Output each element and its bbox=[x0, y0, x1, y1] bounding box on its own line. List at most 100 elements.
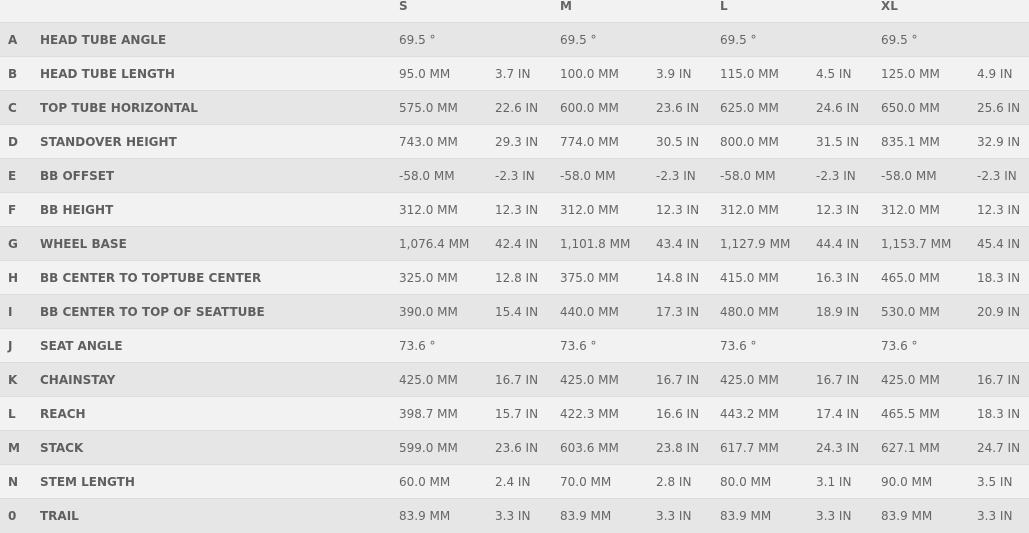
value-in bbox=[487, 329, 552, 363]
value-in: 16.7 IN bbox=[977, 372, 1021, 387]
measurement-name: REACH bbox=[40, 406, 86, 421]
value-in: 3.3 IN bbox=[977, 508, 1013, 523]
value-mm: 73.6 ° bbox=[720, 338, 757, 353]
table-row: D STANDOVER HEIGHT 743.0 MM 29.3 IN 774.0 MM… bbox=[0, 124, 1029, 159]
table-row: K CHAINSTAY 425.0 MM 16.7 IN 425.0 MM 16.7 IN… bbox=[0, 362, 1029, 397]
row-letter: K bbox=[8, 372, 18, 387]
measurement-name: BB HEIGHT bbox=[40, 202, 114, 217]
measurement-name: HEAD TUBE LENGTH bbox=[40, 66, 175, 81]
value-mm: 743.0 MM bbox=[399, 134, 458, 149]
value-mm: 73.6 ° bbox=[560, 338, 597, 353]
value-mm: 312.0 MM bbox=[881, 202, 940, 217]
row-letter: H bbox=[8, 270, 19, 285]
measurement-name: STACK bbox=[40, 440, 84, 455]
value-in bbox=[808, 23, 873, 57]
value-mm: 603.6 MM bbox=[560, 440, 619, 455]
value-mm: -58.0 MM bbox=[881, 168, 937, 183]
value-in: 20.9 IN bbox=[977, 304, 1021, 319]
value-mm: 83.9 MM bbox=[720, 508, 772, 523]
row-letter: M bbox=[8, 440, 20, 455]
value-mm: 425.0 MM bbox=[720, 372, 779, 387]
value-mm: 83.9 MM bbox=[560, 508, 612, 523]
row-letter: J bbox=[8, 338, 13, 353]
value-mm: 69.5 ° bbox=[399, 32, 436, 47]
value-mm: 125.0 MM bbox=[881, 66, 940, 81]
row-letter: D bbox=[8, 134, 18, 149]
value-in: 17.3 IN bbox=[656, 304, 700, 319]
value-in: 29.3 IN bbox=[495, 134, 539, 149]
value-in: 12.3 IN bbox=[816, 202, 860, 217]
value-mm: 465.5 MM bbox=[881, 406, 940, 421]
value-in: -2.3 IN bbox=[977, 168, 1017, 183]
value-in: 18.3 IN bbox=[977, 406, 1021, 421]
value-in bbox=[648, 23, 712, 57]
measurement-name: TOP TUBE HORIZONTAL bbox=[40, 100, 198, 115]
value-in: 15.4 IN bbox=[495, 304, 539, 319]
value-in: 15.7 IN bbox=[495, 406, 539, 421]
value-in: 18.3 IN bbox=[977, 270, 1021, 285]
value-mm: 375.0 MM bbox=[560, 270, 619, 285]
value-mm: 530.0 MM bbox=[881, 304, 940, 319]
value-in: 16.6 IN bbox=[656, 406, 700, 421]
value-mm: 774.0 MM bbox=[560, 134, 619, 149]
value-in bbox=[487, 23, 552, 57]
measurement-name: STANDOVER HEIGHT bbox=[40, 134, 177, 149]
table-row: I BB CENTER TO TOP OF SEATTUBE 390.0 MM 15.… bbox=[0, 294, 1029, 329]
value-mm: 312.0 MM bbox=[560, 202, 619, 217]
row-letter: G bbox=[8, 236, 18, 251]
value-in: -2.3 IN bbox=[656, 168, 696, 183]
measurement-name: HEAD TUBE ANGLE bbox=[40, 32, 167, 47]
value-in: 45.4 IN bbox=[977, 236, 1021, 251]
value-mm: 390.0 MM bbox=[399, 304, 458, 319]
value-in: 22.6 IN bbox=[495, 100, 539, 115]
value-in: 17.4 IN bbox=[816, 406, 860, 421]
value-mm: 425.0 MM bbox=[399, 372, 458, 387]
value-mm: 440.0 MM bbox=[560, 304, 619, 319]
value-in: 23.6 IN bbox=[495, 440, 539, 455]
value-in: 43.4 IN bbox=[656, 236, 700, 251]
value-in: 24.3 IN bbox=[816, 440, 860, 455]
value-mm: 95.0 MM bbox=[399, 66, 451, 81]
value-mm: 69.5 ° bbox=[560, 32, 597, 47]
measurement-name: BB CENTER TO TOPTUBE CENTER bbox=[40, 270, 262, 285]
value-mm: 650.0 MM bbox=[881, 100, 940, 115]
value-mm: -58.0 MM bbox=[560, 168, 616, 183]
value-mm: 69.5 ° bbox=[720, 32, 757, 47]
value-mm: 627.1 MM bbox=[881, 440, 940, 455]
value-in: 31.5 IN bbox=[816, 134, 860, 149]
value-in: 42.4 IN bbox=[495, 236, 539, 251]
table-row: J SEAT ANGLE 73.6 ° 73.6 ° 73.6 ° 73.6 ° bbox=[0, 328, 1029, 363]
value-in: 2.4 IN bbox=[495, 474, 531, 489]
value-mm: 599.0 MM bbox=[399, 440, 458, 455]
value-mm: 617.7 MM bbox=[720, 440, 779, 455]
value-mm: 835.1 MM bbox=[881, 134, 940, 149]
value-mm: 312.0 MM bbox=[399, 202, 458, 217]
value-mm: 70.0 MM bbox=[560, 474, 612, 489]
value-in: 3.3 IN bbox=[495, 508, 531, 523]
value-in: 23.6 IN bbox=[656, 100, 700, 115]
row-letter: B bbox=[8, 66, 18, 81]
table-row: L REACH 398.7 MM 15.7 IN 422.3 MM 16.6 IN 443.… bbox=[0, 396, 1029, 431]
value-in: 25.6 IN bbox=[977, 100, 1021, 115]
value-mm: 60.0 MM bbox=[399, 474, 451, 489]
value-mm: -58.0 MM bbox=[399, 168, 455, 183]
value-in: 12.3 IN bbox=[977, 202, 1021, 217]
table-row: 0 TRAIL 83.9 MM 3.3 IN 83.9 MM 3.3 IN 83.9 MM 3… bbox=[0, 498, 1029, 533]
value-mm: 115.0 MM bbox=[720, 66, 779, 81]
table-row: C TOP TUBE HORIZONTAL 575.0 MM 22.6 IN 600.0… bbox=[0, 90, 1029, 125]
header-row: S M L XL bbox=[0, 0, 1029, 23]
value-in: 24.6 IN bbox=[816, 100, 860, 115]
table-row: F BB HEIGHT 312.0 MM 12.3 IN 312.0 MM 12.3 IN… bbox=[0, 192, 1029, 227]
value-in: 4.5 IN bbox=[816, 66, 852, 81]
value-mm: 325.0 MM bbox=[399, 270, 458, 285]
value-in: 23.8 IN bbox=[656, 440, 700, 455]
value-mm: 800.0 MM bbox=[720, 134, 779, 149]
value-in: 4.9 IN bbox=[977, 66, 1013, 81]
row-letter: 0 bbox=[8, 508, 17, 523]
value-in: 2.8 IN bbox=[656, 474, 692, 489]
value-mm: 1,076.4 MM bbox=[399, 236, 470, 251]
value-mm: 422.3 MM bbox=[560, 406, 619, 421]
size-header-m: M bbox=[560, 0, 572, 13]
row-letter: L bbox=[8, 406, 16, 421]
